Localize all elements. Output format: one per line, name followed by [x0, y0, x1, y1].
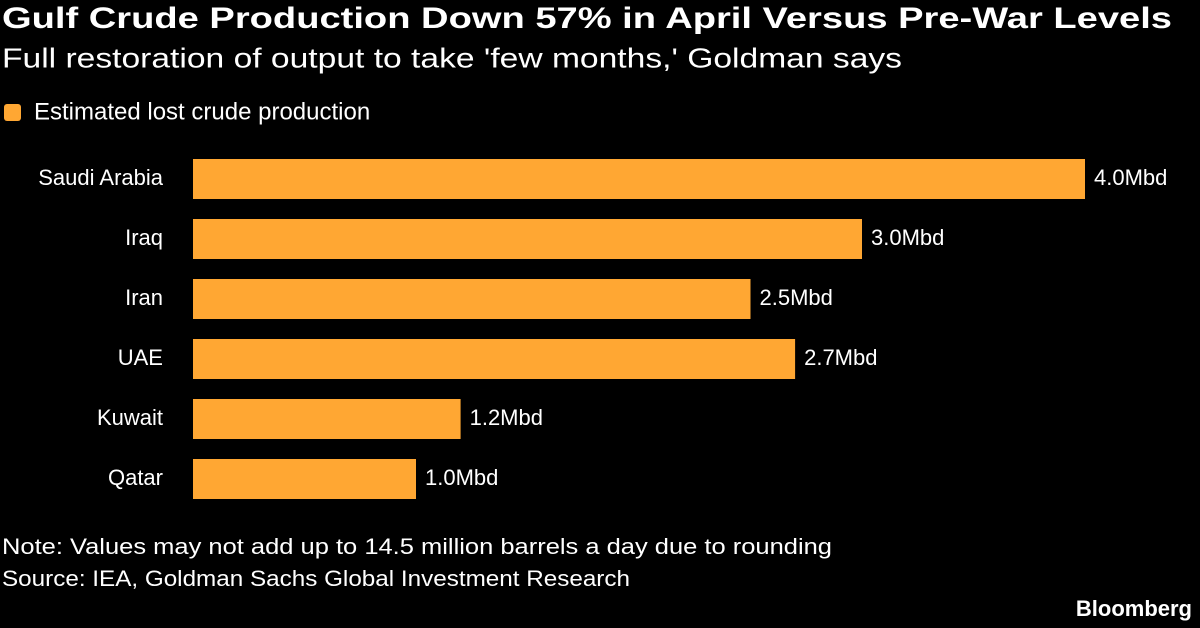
bar: [193, 339, 796, 379]
y-tick-label: Iraq: [125, 225, 163, 250]
bar: [193, 279, 751, 319]
chart-subtitle: Full restoration of output to take 'few …: [2, 42, 902, 73]
bar: [193, 399, 461, 439]
brand: Bloomberg: [1076, 596, 1192, 621]
y-tick-label: Kuwait: [97, 405, 163, 430]
value-label: 2.5Mbd: [760, 285, 833, 310]
y-tick-label: Iran: [125, 285, 163, 310]
y-tick-label: Qatar: [108, 465, 163, 490]
note: Note: Values may not add up to 14.5 mill…: [2, 534, 832, 559]
bar: [193, 459, 416, 499]
bar: [193, 219, 862, 259]
legend-label: Estimated lost crude production: [34, 98, 370, 125]
value-label: 1.2Mbd: [470, 405, 543, 430]
y-tick-label: UAE: [118, 345, 163, 370]
legend-swatch: [4, 104, 21, 121]
value-label: 2.7Mbd: [804, 345, 877, 370]
value-label: 1.0Mbd: [425, 465, 498, 490]
value-label: 3.0Mbd: [871, 225, 944, 250]
y-tick-label: Saudi Arabia: [38, 165, 164, 190]
chart-title: Gulf Crude Production Down 57% in April …: [2, 2, 1172, 35]
value-label: 4.0Mbd: [1094, 165, 1167, 190]
bar: [193, 159, 1085, 199]
source: Source: IEA, Goldman Sachs Global Invest…: [2, 566, 630, 591]
